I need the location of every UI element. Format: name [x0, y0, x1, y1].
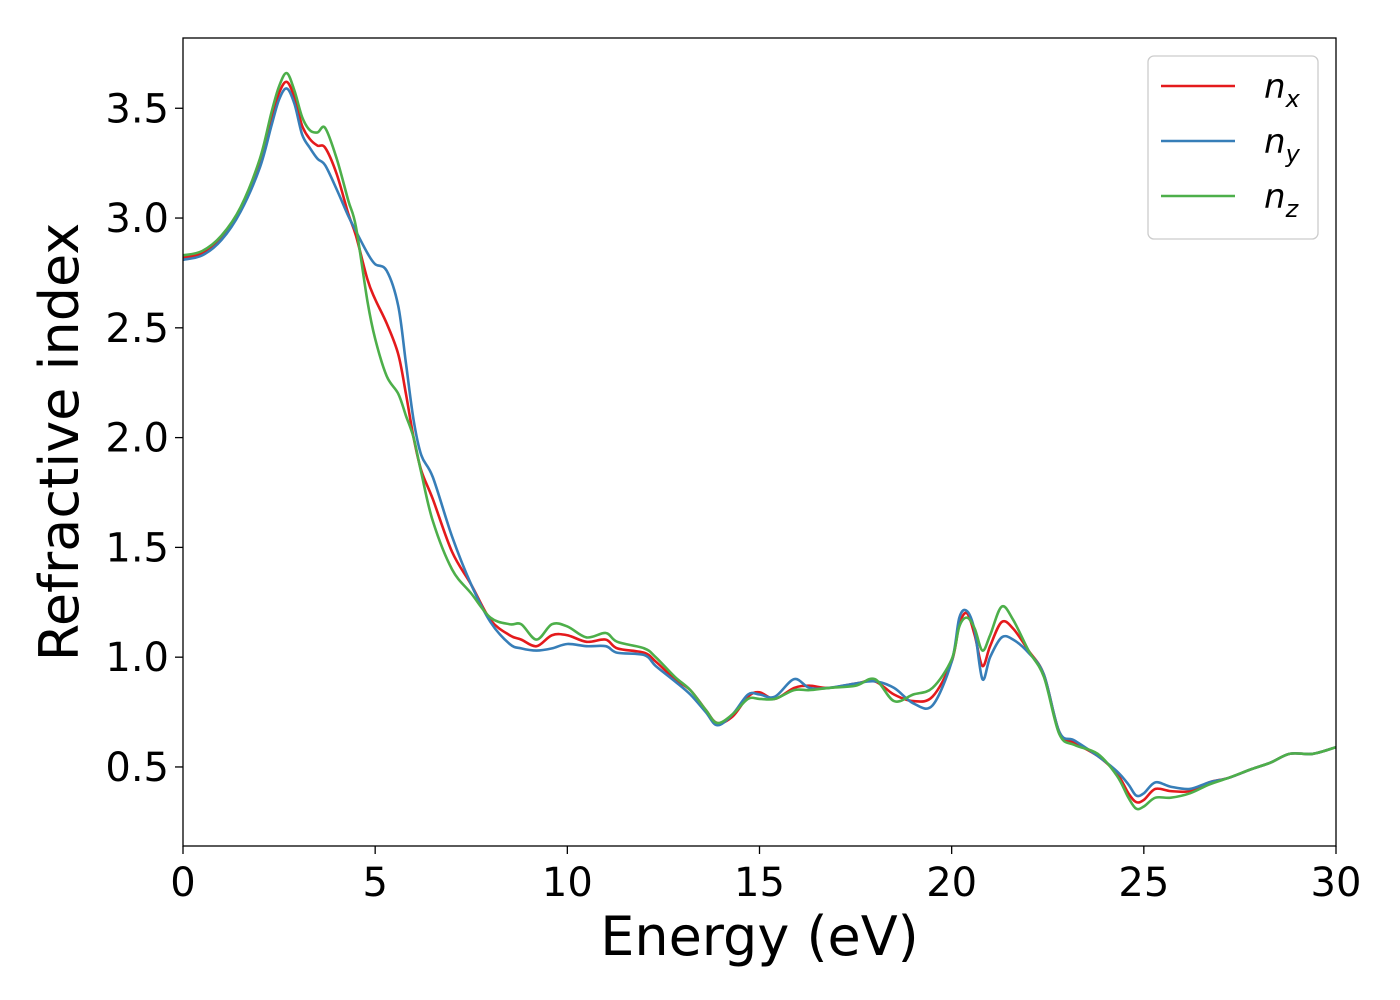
y-axis-title: Refractive index — [28, 223, 91, 662]
legend-label-subscript: z — [1285, 195, 1300, 223]
series-line-n-y — [183, 87, 1336, 798]
legend-label-n-x: nx — [1264, 67, 1301, 113]
y-tick-label: 2.0 — [105, 416, 169, 462]
legend-label-subscript: x — [1285, 85, 1301, 113]
x-tick-label: 0 — [170, 860, 195, 906]
legend-label-base: n — [1264, 67, 1286, 107]
series-line-n-z — [183, 71, 1336, 811]
y-tick-label: 3.0 — [105, 196, 169, 242]
x-tick-label: 15 — [734, 860, 785, 906]
x-tick-label: 30 — [1311, 860, 1362, 906]
legend-label-n-z: nz — [1264, 177, 1300, 223]
legend-label-n-y: ny — [1264, 122, 1301, 168]
x-tick-label: 5 — [362, 860, 387, 906]
x-tick-label: 25 — [1118, 860, 1169, 906]
x-axis-title: Energy (eV) — [600, 905, 919, 968]
y-tick-label: 1.5 — [105, 525, 169, 571]
legend-label-base: n — [1264, 122, 1286, 162]
y-tick-label: 0.5 — [105, 745, 169, 791]
legend-label-base: n — [1264, 177, 1286, 217]
x-tick-label: 10 — [542, 860, 593, 906]
y-tick-label: 1.0 — [105, 635, 169, 681]
legend-box — [1147, 55, 1319, 240]
legend-label-subscript: y — [1285, 140, 1301, 168]
ticks-layer: 0 5 10 15 20 25 30 0.5 1.0 1.5 2.0 2.5 3.0 3.5 — [105, 86, 1361, 906]
y-tick-label: 2.5 — [105, 306, 169, 352]
x-tick-label: 20 — [926, 860, 977, 906]
series-layer — [183, 71, 1336, 811]
y-tick-label: 3.5 — [105, 86, 169, 132]
